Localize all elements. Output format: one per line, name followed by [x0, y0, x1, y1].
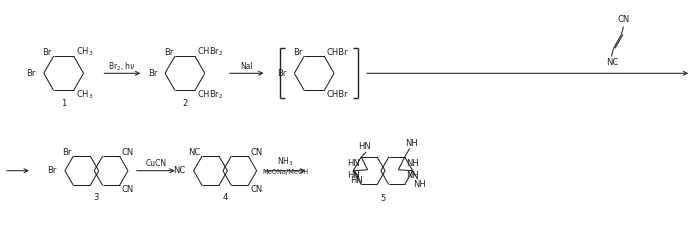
- Text: CN: CN: [251, 148, 262, 156]
- Text: NH: NH: [406, 139, 418, 148]
- Text: NH: NH: [406, 171, 419, 180]
- Text: NC: NC: [188, 148, 200, 156]
- Text: 3: 3: [94, 193, 99, 202]
- Text: NC: NC: [173, 166, 186, 175]
- Text: CuCN: CuCN: [145, 159, 166, 168]
- Text: CN: CN: [121, 148, 134, 156]
- Text: Br$_2$, h$\nu$: Br$_2$, h$\nu$: [108, 60, 136, 73]
- Text: Br: Br: [293, 48, 302, 57]
- Text: MeONa/MeOH: MeONa/MeOH: [262, 169, 309, 175]
- Text: HN: HN: [350, 176, 363, 185]
- Text: CH$_3$: CH$_3$: [75, 88, 93, 101]
- Text: CHBr: CHBr: [326, 90, 348, 99]
- Text: 1: 1: [61, 99, 66, 108]
- Text: Br: Br: [148, 69, 157, 78]
- Text: Br: Br: [62, 148, 71, 156]
- Text: CHBr$_2$: CHBr$_2$: [197, 46, 223, 58]
- Text: Br: Br: [27, 69, 36, 78]
- Text: Br: Br: [277, 69, 286, 78]
- Text: Br: Br: [43, 48, 52, 57]
- Text: Br: Br: [163, 48, 173, 57]
- Text: 4: 4: [223, 193, 228, 202]
- Text: NH: NH: [413, 180, 426, 189]
- Text: NH: NH: [406, 159, 419, 168]
- Text: NC: NC: [607, 58, 618, 67]
- Text: HN: HN: [347, 171, 359, 180]
- Text: CH$_3$: CH$_3$: [75, 46, 93, 58]
- Text: Br: Br: [47, 166, 57, 175]
- Text: CN: CN: [617, 15, 630, 24]
- Text: CN: CN: [121, 185, 134, 194]
- Text: NH$_3$: NH$_3$: [277, 156, 294, 168]
- Text: CHBr$_2$: CHBr$_2$: [197, 88, 223, 101]
- Text: NaI: NaI: [240, 62, 253, 71]
- Text: HN: HN: [347, 159, 359, 168]
- Text: 2: 2: [182, 99, 188, 108]
- Text: CN: CN: [251, 185, 262, 194]
- Text: 5: 5: [380, 194, 385, 203]
- Text: HN: HN: [358, 142, 371, 151]
- Text: CHBr: CHBr: [326, 48, 348, 57]
